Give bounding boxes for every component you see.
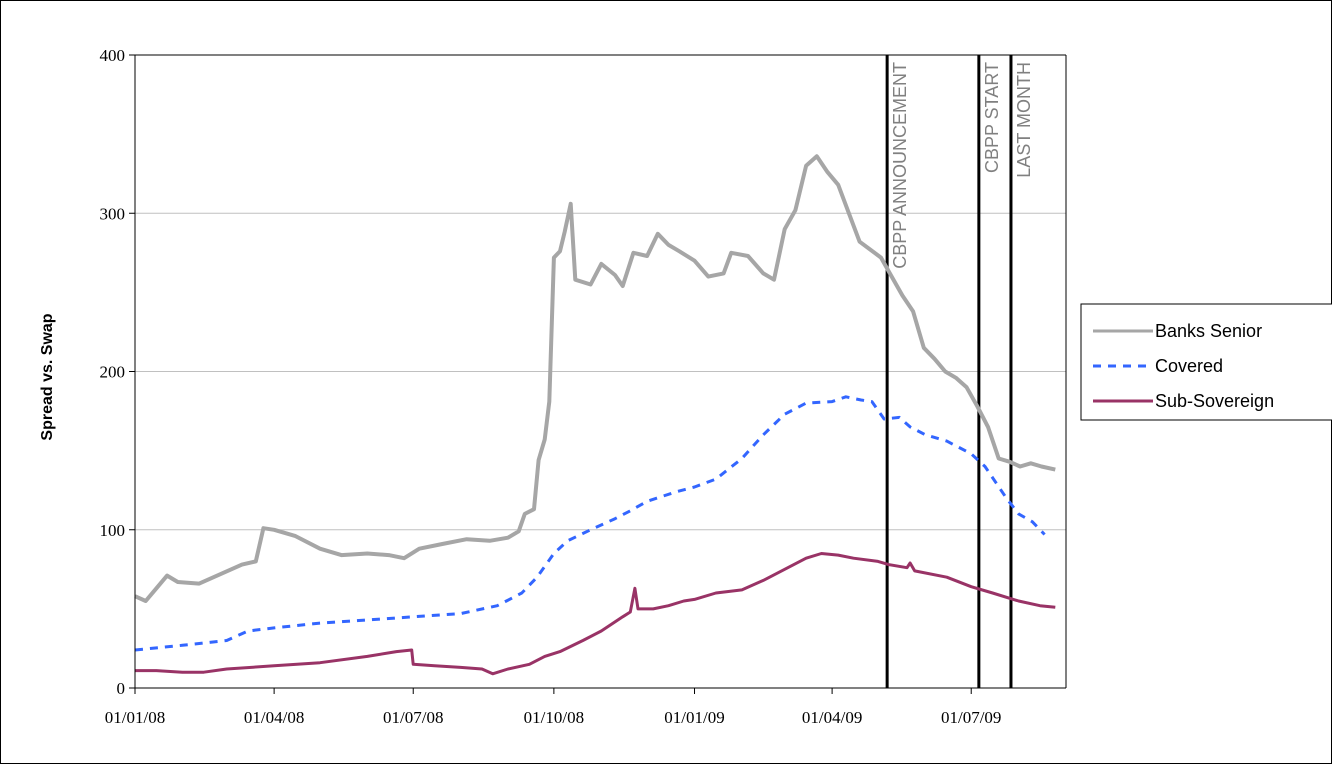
legend: Banks Senior Covered Sub-Sovereign: [1080, 303, 1332, 421]
y-tick-label: 300: [100, 204, 126, 223]
event-markers: CBPP ANNOUNCEMENT CBPP START LAST MONTH: [885, 55, 1034, 688]
legend-label: Banks Senior: [1155, 321, 1262, 341]
series-line: [135, 552, 1056, 676]
event-label: CBPP START: [982, 62, 1002, 173]
x-tick-label: 01/04/08: [244, 708, 304, 727]
y-tick-label: 400: [100, 46, 126, 65]
event-label: CBPP ANNOUNCEMENT: [890, 62, 910, 269]
legend-label: Covered: [1155, 356, 1223, 376]
x-tick-label: 01/07/08: [383, 708, 443, 727]
y-tick-label: 100: [100, 521, 126, 540]
axes: Spread vs. Swap 0 100 200 300 400 01/01/08 01/…: [39, 46, 1067, 727]
x-tick-label: 01/10/08: [524, 708, 584, 727]
series-line: [134, 154, 1056, 603]
y-tick-label: 0: [117, 679, 126, 698]
y-tick-label: 200: [100, 363, 126, 382]
x-tick-label: 01/04/09: [802, 708, 862, 727]
series-lines: [134, 154, 1056, 676]
y-axis-title: Spread vs. Swap: [39, 313, 56, 440]
legend-label: Sub-Sovereign: [1155, 391, 1274, 411]
x-tick-label: 01/01/08: [105, 708, 165, 727]
event-label: LAST MONTH: [1014, 62, 1034, 178]
x-tick-label: 01/01/09: [664, 708, 724, 727]
x-tick-label: 01/07/09: [941, 708, 1001, 727]
